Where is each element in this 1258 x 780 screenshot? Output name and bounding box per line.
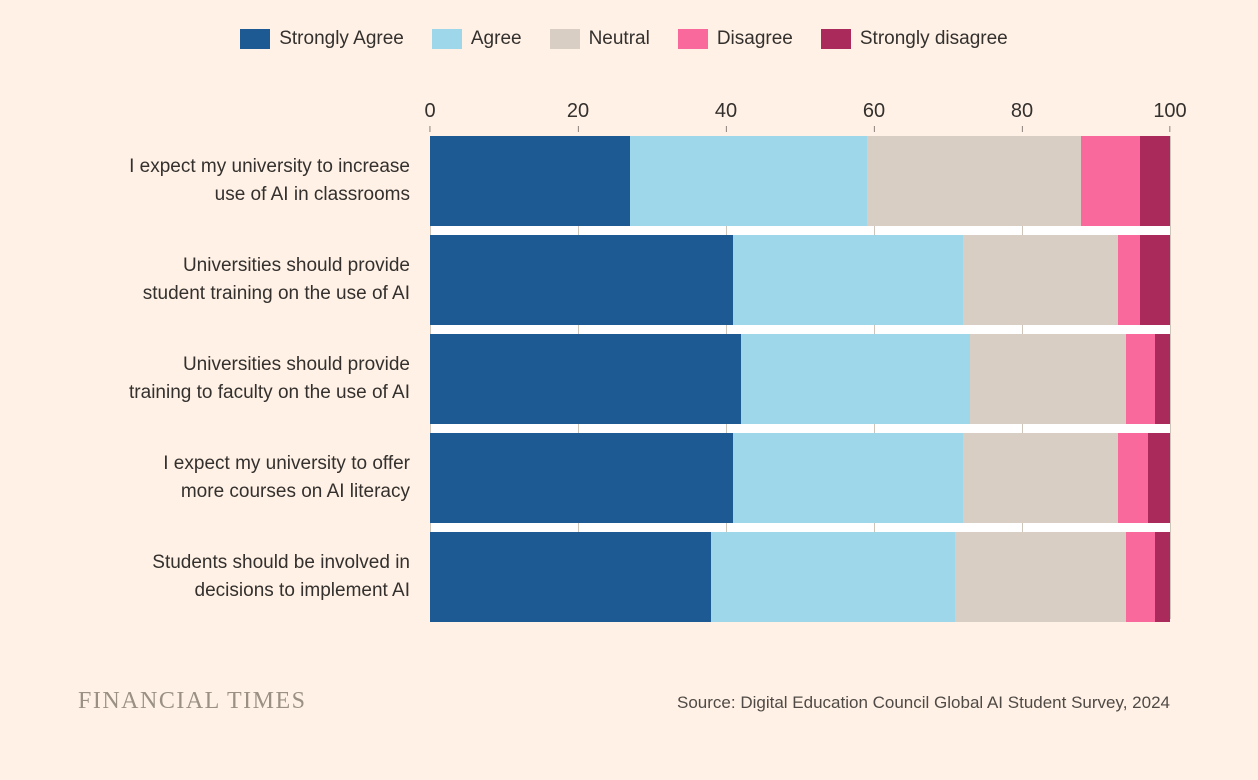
legend-item: Strongly disagree [820, 28, 1008, 50]
axis-tick-label: 20 [566, 100, 590, 122]
bar-segment [1081, 136, 1141, 226]
axis-tick-label: 80 [1010, 100, 1034, 122]
category-labels: I expect my university to increase use o… [78, 136, 410, 622]
x-axis: 0 20 40 60 80 100 [424, 100, 1187, 136]
bar-segment [1140, 136, 1170, 226]
category-label: Universities should provide student trai… [142, 255, 410, 304]
bar-segment [1125, 532, 1156, 622]
bar-segment [430, 433, 734, 523]
bar-segment [1155, 334, 1170, 424]
bar-segment [733, 433, 963, 523]
legend-swatch [820, 29, 851, 49]
legend-item: Strongly Agree [240, 28, 404, 50]
bar-segment [430, 136, 630, 226]
bar-segment [962, 433, 1119, 523]
legend-item: Disagree [677, 28, 793, 50]
category-label: I expect my university to offer more cou… [163, 453, 410, 502]
bar-segment [1140, 235, 1170, 325]
stacked-bar-chart: 0 20 40 60 80 100 I expect my university to i… [78, 100, 1187, 622]
source-text: Source: Digital Education Council Global… [677, 693, 1170, 712]
axis-tick-mark [873, 126, 875, 132]
legend-swatch [549, 29, 580, 49]
legend-label: Disagree [716, 28, 793, 49]
axis-tick-mark [429, 126, 431, 132]
bar-row [430, 433, 1170, 523]
gridline [1169, 136, 1171, 619]
bar-segment [962, 235, 1119, 325]
legend-label: Agree [470, 28, 522, 49]
bar-segment [711, 532, 956, 622]
bar-segment [733, 235, 963, 325]
category-label: Students should be involved in decisions… [152, 552, 410, 601]
legend-label: Neutral [588, 28, 650, 49]
axis-tick: 40 [715, 100, 737, 132]
legend-swatch [240, 29, 271, 49]
axis-tick-label: 40 [714, 100, 738, 122]
axis-tick-label: 100 [1153, 100, 1187, 122]
legend-swatch [677, 29, 708, 49]
bar-segment [955, 532, 1126, 622]
bars [430, 136, 1170, 622]
axis-tick: 100 [1153, 100, 1187, 132]
bar-segment [1147, 433, 1170, 523]
axis-tick-label: 0 [424, 100, 436, 122]
axis-tick: 80 [1011, 100, 1033, 132]
legend-label: Strongly Agree [279, 28, 404, 49]
footer: FINANCIAL TIMES Source: Digital Educatio… [78, 688, 1170, 715]
bar-row [430, 136, 1170, 226]
axis-tick-mark [1169, 126, 1171, 132]
bar-segment [1155, 532, 1170, 622]
axis-tick-mark [577, 126, 579, 132]
bar-row [430, 334, 1170, 424]
bar-segment [430, 235, 734, 325]
axis-tick-label: 60 [862, 100, 886, 122]
legend-swatch [431, 29, 462, 49]
axis-tick: 20 [567, 100, 589, 132]
chart-legend: Strongly Agree Agree Neutral Disagree Strong… [78, 28, 1170, 50]
legend-item: Neutral [549, 28, 650, 50]
bar-segment [1118, 235, 1141, 325]
bar-segment [1118, 433, 1148, 523]
axis-tick-mark [725, 126, 727, 132]
bar-segment [430, 532, 712, 622]
bar-segment [740, 334, 971, 424]
ft-wordmark: FINANCIAL TIMES [78, 688, 307, 714]
bar-segment [629, 136, 867, 226]
bar-row [430, 532, 1170, 622]
category-label: I expect my university to increase use o… [129, 156, 410, 205]
plot-area [429, 136, 1171, 622]
axis-tick: 60 [863, 100, 885, 132]
bar-segment [430, 334, 741, 424]
legend-label: Strongly disagree [859, 28, 1008, 49]
axis-tick-mark [1021, 126, 1023, 132]
bar-row [430, 235, 1170, 325]
axis-tick: 0 [424, 100, 436, 132]
bar-segment [866, 136, 1082, 226]
bar-segment [970, 334, 1126, 424]
bar-segment [1125, 334, 1156, 424]
legend-item: Agree [431, 28, 522, 50]
category-label: Universities should provide training to … [129, 354, 410, 403]
